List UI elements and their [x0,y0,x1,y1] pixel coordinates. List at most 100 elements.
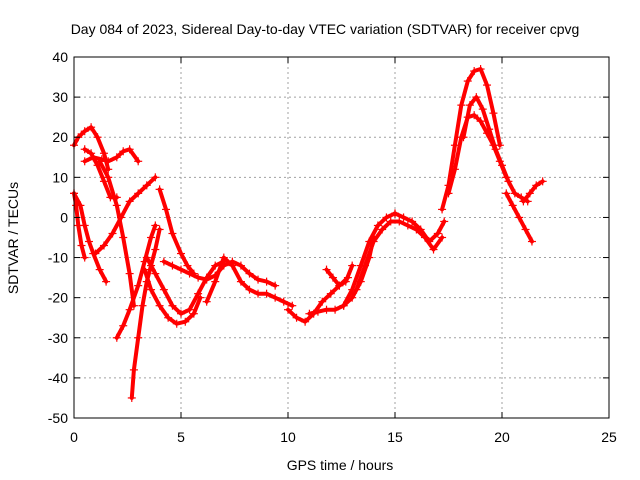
data-point-marker [185,269,194,278]
data-point-marker [515,213,524,222]
data-point-marker [189,309,198,318]
data-point-marker [147,285,156,294]
data-point-marker [80,157,89,166]
data-point-marker [483,81,492,90]
data-point-marker [521,225,530,234]
data-point-marker [322,305,331,314]
data-point-marker [138,301,147,310]
data-point-marker [245,285,254,294]
data-point-marker [476,65,485,74]
series-track-14 [202,253,297,310]
series-track-line [521,179,545,204]
data-point-marker [112,153,121,162]
data-point-marker [80,127,89,136]
x-tick-label: 20 [494,429,510,445]
data-point-marker [80,145,89,154]
data-point-marker [391,209,399,218]
data-point-marker [395,217,404,226]
data-point-marker [262,289,271,298]
data-point-marker [125,269,134,278]
data-point-marker [429,245,438,254]
series-track-12 [155,185,198,278]
series-track-25 [519,177,547,206]
series-track-line [93,175,158,256]
data-point-marker [142,181,151,190]
data-point-marker [331,305,340,314]
data-point-marker [104,157,113,166]
data-point-marker [162,205,171,214]
data-point-marker [352,285,361,294]
data-point-marker [284,305,292,314]
data-point-marker [373,221,382,230]
data-point-marker [125,197,134,206]
data-point-marker [151,269,160,278]
data-point-marker [151,221,160,230]
x-axis-label: GPS time / hours [287,457,394,473]
data-point-marker [102,277,111,286]
data-point-marker [177,265,185,274]
data-point-marker [134,189,143,198]
data-point-marker [134,333,143,342]
data-point-marker [155,225,164,234]
data-point-marker [301,317,310,326]
data-point-marker [211,261,220,270]
y-tick-label: -10 [48,250,68,266]
data-point-marker [438,205,447,214]
data-point-marker [438,233,447,242]
x-tick-label: 5 [177,429,185,445]
data-point-marker [125,305,134,314]
x-tick-label: 15 [387,429,403,445]
data-point-marker [459,133,468,142]
data-point-marker [140,265,149,274]
data-point-marker [470,67,479,76]
data-point-marker [202,297,211,306]
y-tick-label: 30 [52,89,68,105]
series-track-line [142,267,203,326]
y-axis-label: SDTVAR / TECUs [5,182,21,294]
data-point-marker [77,241,86,250]
data-point-marker [489,109,498,118]
data-point-marker [112,201,121,210]
data-point-marker [254,289,263,298]
series-track-line [144,255,226,316]
data-point-marker [517,193,526,202]
data-point-marker [228,261,237,270]
y-tick-label: -50 [48,410,68,426]
data-point-marker [155,185,164,194]
data-point-marker [433,229,442,238]
y-tick-label: 10 [52,169,68,185]
data-point-marker [151,245,160,254]
data-point-marker [305,309,314,318]
data-point-marker [465,101,474,110]
data-point-marker [236,261,245,270]
data-point-marker [361,261,370,270]
data-point-marker [177,249,185,258]
series-track-18 [339,209,399,310]
data-point-marker [142,253,151,262]
data-point-marker [440,217,449,226]
y-tick-label: 20 [52,129,68,145]
data-point-marker [194,289,203,298]
data-point-marker [93,133,102,142]
data-point-marker [463,77,472,86]
x-tick-label: 0 [70,429,78,445]
data-point-marker [181,317,190,326]
data-point-marker [219,253,228,262]
data-point-marker [510,189,519,198]
data-point-marker [348,261,357,270]
plot-frame [73,56,610,419]
series-track-8 [112,221,160,342]
data-point-marker [80,253,89,262]
data-point-marker [99,149,108,158]
data-point-marker [159,285,168,294]
data-point-marker [185,305,194,314]
y-tick-label: 0 [60,209,68,225]
data-point-marker [99,241,108,250]
data-point-marker [341,277,350,286]
data-point-marker [470,111,479,120]
data-point-marker [525,189,534,198]
data-point-marker [399,213,408,222]
data-point-marker [177,309,185,318]
data-point-marker [84,237,93,246]
